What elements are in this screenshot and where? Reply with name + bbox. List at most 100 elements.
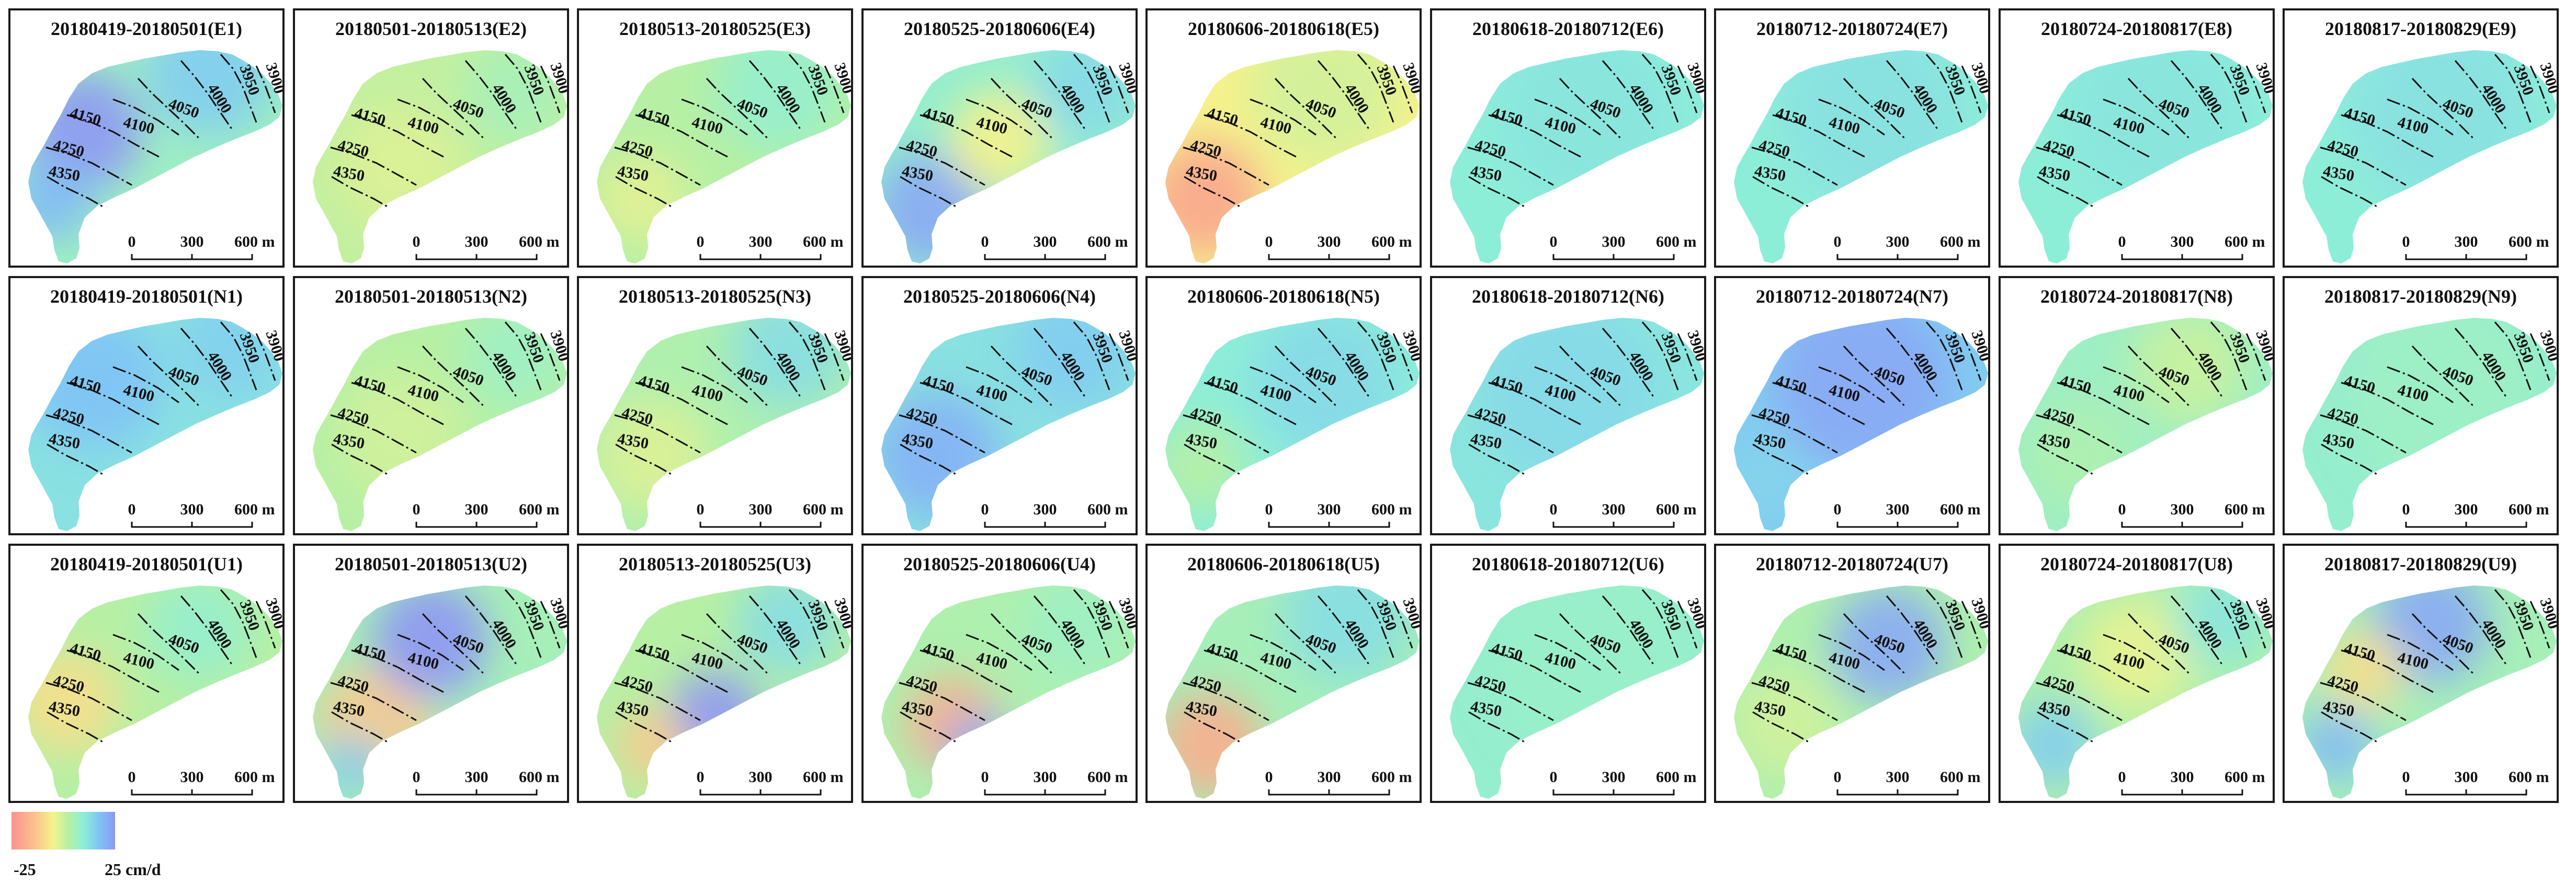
contour-line	[1751, 414, 1838, 454]
panel-title: 20180817-20180829(U9)	[2324, 554, 2517, 575]
map-panel: 4350 4250 4150 4100 4050 4000 3950 3900 0 300 600 …	[293, 8, 569, 268]
contour-line	[2037, 711, 2094, 743]
panel-title: 20180525-20180606(E4)	[904, 18, 1095, 39]
panel-title: 20180618-20180712(E6)	[1472, 18, 1664, 39]
panel-title: 20180817-20180829(E9)	[2325, 18, 2516, 39]
contour-line	[2057, 382, 2150, 426]
contour-line	[681, 634, 748, 671]
map-panel: 4350 4250 4150 4100 4050 4000 3950 3900 0 300 600 …	[1999, 544, 2275, 803]
contour-line	[137, 613, 200, 674]
contour-line	[788, 54, 826, 123]
contour-line	[748, 595, 802, 665]
contour-line	[1534, 634, 1601, 671]
contour-line	[1752, 176, 1810, 208]
scale-tick-label: 600 m	[2225, 768, 2265, 786]
scale-tick-label: 600 m	[1656, 233, 1697, 250]
contour-line	[900, 176, 957, 208]
contour-line	[351, 114, 444, 158]
scale-bar: 0 300 600 m	[981, 501, 1128, 528]
scale-bar: 0 300 600 m	[1265, 768, 1412, 796]
contour-line	[1467, 682, 1554, 721]
contour-line	[1468, 176, 1526, 208]
contour-line	[331, 176, 389, 208]
contour-line	[1250, 98, 1317, 136]
contour-line	[1488, 382, 1581, 426]
contour-line	[990, 345, 1053, 407]
contour-line	[748, 328, 802, 398]
contour-line	[1961, 333, 1982, 381]
contour-line	[1073, 322, 1110, 391]
colorbar	[12, 812, 115, 849]
scale-bar: 0 300 600 m	[1550, 501, 1697, 528]
panel-title: 20180513-20180525(E3)	[619, 18, 811, 39]
contour-line	[2245, 65, 2266, 113]
contour-line	[1818, 366, 1885, 404]
contour-line	[1250, 366, 1317, 404]
panel-title: 20180618-20180712(N6)	[1472, 286, 1664, 307]
contour-line	[2245, 333, 2266, 381]
scale-tick-label: 0	[2402, 768, 2410, 786]
contour-line	[351, 649, 444, 693]
contour-line	[990, 613, 1053, 674]
map-panel: 4350 4250 4150 4100 4050 4000 3950 3900 0 300 600 …	[1430, 276, 1706, 535]
contour-line	[1357, 54, 1394, 123]
contour-line	[2036, 146, 2123, 186]
scale-tick-label: 600 m	[1371, 768, 1412, 786]
contour-line	[504, 322, 542, 391]
contour-line	[900, 711, 957, 743]
contour-line	[2127, 613, 2190, 674]
contour-line	[47, 711, 104, 743]
scale-tick-label: 600 m	[234, 768, 275, 786]
scale-tick-label: 300	[465, 501, 489, 518]
scale-tick-label: 600 m	[1371, 501, 1412, 518]
colorbar-max-label: 25 cm/d	[105, 860, 161, 879]
contour-line	[2170, 60, 2223, 130]
map-panel: 4350 4250 4150 4100 4050 4000 3950 3900 0 300 600 …	[1999, 8, 2275, 268]
contour-line	[899, 682, 985, 721]
contour-line	[1468, 711, 1526, 743]
scale-bar: 0 300 600 m	[1265, 233, 1412, 260]
scale-bar: 0 300 600 m	[2118, 233, 2265, 260]
scale-tick-label: 300	[465, 768, 489, 786]
panel-title: 20180419-20180501(E1)	[51, 18, 242, 39]
contour-line	[2341, 114, 2434, 158]
panel-title: 20180606-20180618(E5)	[1188, 18, 1379, 39]
contour-line	[255, 65, 276, 113]
scale-bar: 0 300 600 m	[2402, 233, 2549, 260]
contour-line	[397, 634, 464, 671]
scale-tick-label: 600 m	[234, 501, 275, 518]
map-panel: 4350 4250 4150 4100 4050 4000 3950 3900 0 300 600 …	[1430, 8, 1706, 268]
contour-line	[615, 176, 673, 208]
contour-line	[1488, 649, 1581, 693]
scale-bar: 0 300 600 m	[697, 768, 844, 796]
scale-tick-label: 300	[1034, 501, 1057, 518]
map-panel: 4350 4250 4150 4100 4050 4000 3950 3900 0 300 600 …	[1430, 544, 1706, 803]
contour-line	[422, 613, 484, 674]
scale-tick-label: 600 m	[519, 233, 560, 250]
contour-line	[920, 114, 1013, 158]
contour-line	[635, 382, 728, 426]
scale-tick-label: 300	[180, 501, 204, 518]
scale-tick-label: 300	[1318, 501, 1341, 518]
panel-title: 20180513-20180525(N3)	[619, 286, 811, 307]
contour-line	[2127, 77, 2190, 139]
contour-line	[2170, 595, 2223, 665]
panel-title: 20180419-20180501(N1)	[50, 286, 243, 307]
contour-line	[1183, 414, 1269, 454]
scale-tick-label: 0	[697, 501, 705, 518]
scale-tick-label: 300	[1318, 233, 1341, 250]
scale-tick-label: 300	[2455, 768, 2478, 786]
scale-tick-label: 300	[1034, 768, 1057, 786]
contour-line	[920, 649, 1013, 693]
scale-tick-label: 0	[2402, 233, 2410, 250]
contour-line	[1641, 322, 1679, 391]
contour-line	[2454, 60, 2507, 130]
contour-line	[788, 589, 826, 658]
